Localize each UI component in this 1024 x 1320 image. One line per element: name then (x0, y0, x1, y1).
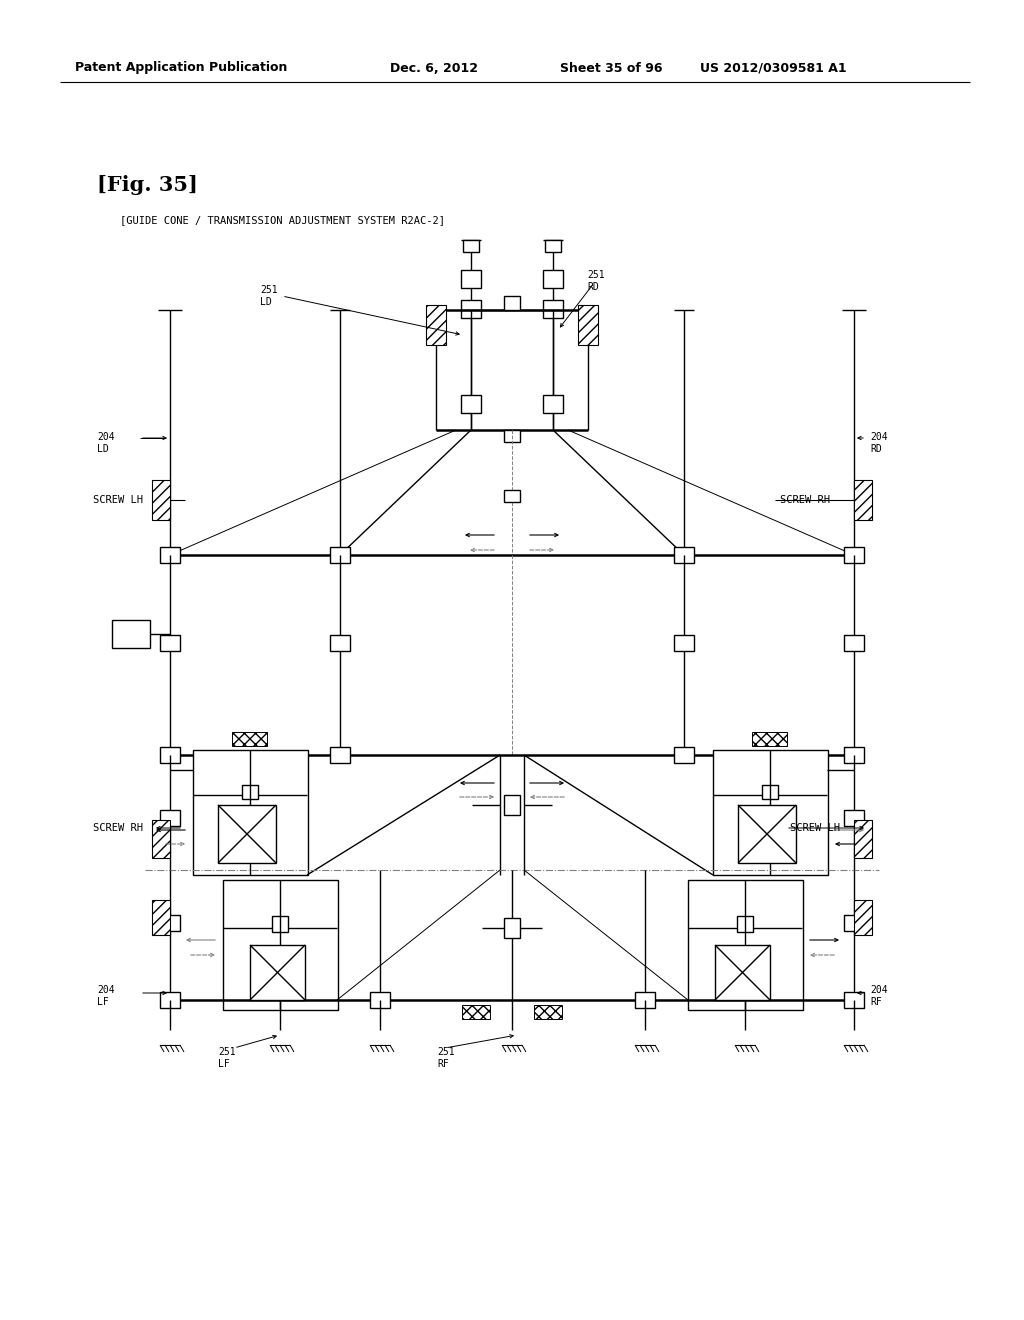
Bar (578, 305, 598, 345)
Bar (160, 915, 180, 931)
Bar (193, 750, 308, 875)
Bar (461, 271, 481, 288)
Bar (534, 1005, 562, 1019)
Text: 251: 251 (260, 285, 278, 294)
Bar (330, 635, 350, 651)
Text: RD: RD (870, 444, 882, 454)
Bar (844, 915, 864, 931)
Text: 204: 204 (97, 985, 115, 995)
Text: RF: RF (870, 997, 882, 1007)
Bar (218, 805, 276, 863)
Bar (854, 480, 872, 520)
Text: 204: 204 (870, 432, 888, 442)
Bar (160, 747, 180, 763)
Bar (463, 240, 479, 252)
Bar (688, 880, 803, 1010)
Bar (844, 747, 864, 763)
Bar (232, 733, 267, 746)
Text: 251: 251 (437, 1047, 455, 1057)
Bar (461, 395, 481, 413)
Bar (844, 810, 864, 826)
Bar (844, 993, 864, 1008)
Text: RD: RD (587, 282, 599, 292)
Text: [GUIDE CONE / TRANSMISSION ADJUSTMENT SYSTEM R2AC-2]: [GUIDE CONE / TRANSMISSION ADJUSTMENT SY… (120, 215, 445, 224)
Bar (504, 917, 520, 939)
Text: LF: LF (97, 997, 109, 1007)
Bar (713, 750, 828, 875)
Bar (738, 805, 796, 863)
Bar (715, 945, 770, 1001)
Text: [Fig. 35]: [Fig. 35] (97, 176, 198, 195)
Bar (543, 271, 563, 288)
Bar (752, 733, 787, 746)
Text: 204: 204 (870, 985, 888, 995)
Bar (635, 993, 655, 1008)
Bar (504, 430, 520, 442)
Bar (330, 546, 350, 564)
Bar (112, 620, 150, 648)
Bar (674, 546, 694, 564)
Bar (223, 880, 338, 1010)
Bar (543, 395, 563, 413)
Bar (674, 747, 694, 763)
Text: 251: 251 (587, 271, 604, 280)
Bar (242, 785, 258, 799)
Bar (504, 296, 520, 310)
Text: SCREW LH: SCREW LH (93, 495, 143, 506)
Bar (152, 480, 170, 520)
Text: SCREW LH: SCREW LH (790, 822, 840, 833)
Bar (461, 300, 481, 318)
Bar (426, 305, 446, 345)
Bar (462, 1005, 490, 1019)
Text: Dec. 6, 2012: Dec. 6, 2012 (390, 62, 478, 74)
Bar (844, 546, 864, 564)
Bar (160, 635, 180, 651)
Bar (160, 993, 180, 1008)
Bar (854, 820, 872, 858)
Text: LF: LF (218, 1059, 229, 1069)
Text: LD: LD (260, 297, 271, 308)
Bar (674, 635, 694, 651)
Bar (545, 240, 561, 252)
Text: Sheet 35 of 96: Sheet 35 of 96 (560, 62, 663, 74)
Bar (160, 810, 180, 826)
Text: 204: 204 (97, 432, 115, 442)
Bar (504, 795, 520, 814)
Bar (272, 916, 288, 932)
Text: 251: 251 (218, 1047, 236, 1057)
Bar (737, 916, 753, 932)
Bar (330, 747, 350, 763)
Text: US 2012/0309581 A1: US 2012/0309581 A1 (700, 62, 847, 74)
Bar (160, 546, 180, 564)
Text: Patent Application Publication: Patent Application Publication (75, 62, 288, 74)
Bar (152, 820, 170, 858)
Text: RF: RF (437, 1059, 449, 1069)
Bar (152, 900, 170, 935)
Bar (250, 945, 305, 1001)
Bar (370, 993, 390, 1008)
Bar (504, 490, 520, 502)
Text: LD: LD (97, 444, 109, 454)
Bar (854, 900, 872, 935)
Bar (844, 635, 864, 651)
Bar (762, 785, 778, 799)
Bar (543, 300, 563, 318)
Text: SCREW RH: SCREW RH (780, 495, 830, 506)
Text: SCREW RH: SCREW RH (93, 822, 143, 833)
